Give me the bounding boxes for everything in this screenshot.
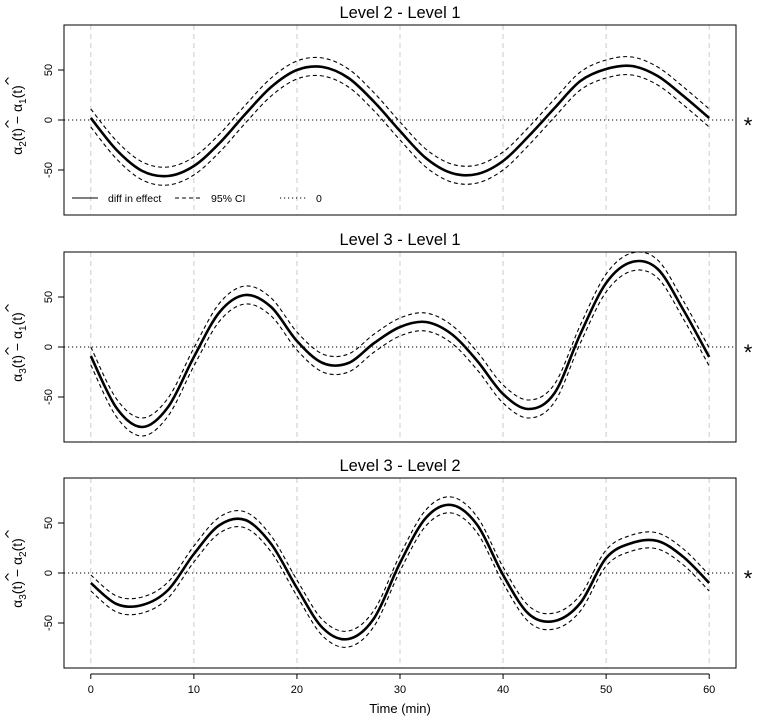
y-axis-label-part: α xyxy=(9,374,25,382)
y-axis-label: α3(t) − α2(t) xyxy=(9,538,29,608)
panel-title: Level 2 - Level 1 xyxy=(339,4,460,22)
x-tick-label: 0 xyxy=(88,684,94,696)
y-tick-label: 50 xyxy=(43,291,55,303)
effect-difference-line xyxy=(89,503,711,641)
hat-mark xyxy=(4,347,9,355)
y-axis-label-part: (t) − xyxy=(9,339,25,368)
y-axis-label-part: (t) − xyxy=(9,112,25,141)
significance-marker: * xyxy=(744,566,753,591)
y-axis-label-part: (t) xyxy=(9,85,25,98)
y-axis-label-part: α xyxy=(9,600,25,608)
y-axis-label-part: (t) − xyxy=(9,565,25,594)
legend-label: 95% CI xyxy=(211,193,245,205)
effect-difference-line xyxy=(89,64,711,178)
ci-upper-line xyxy=(90,251,710,419)
x-tick-label: 50 xyxy=(600,684,612,696)
y-axis-label-part: α xyxy=(9,557,25,565)
y-tick-label: -50 xyxy=(43,615,55,631)
ci-upper-line xyxy=(90,496,710,632)
y-axis-label-part: 1 xyxy=(18,325,29,331)
y-tick-label: 50 xyxy=(43,517,55,529)
panel-title: Level 3 - Level 2 xyxy=(339,457,460,475)
x-tick-label: 40 xyxy=(497,684,509,696)
y-axis-label-part: (t) xyxy=(9,312,25,325)
significance-marker: * xyxy=(744,340,753,365)
y-axis-label-part: 2 xyxy=(18,551,29,557)
panel-title: Level 3 - Level 1 xyxy=(339,231,460,249)
hat-mark xyxy=(4,530,9,538)
x-tick-label: 20 xyxy=(291,684,303,696)
y-axis-label-part: 1 xyxy=(18,98,29,104)
hat-mark xyxy=(4,120,9,128)
significance-marker: * xyxy=(744,113,753,138)
y-tick-label: 0 xyxy=(43,344,55,350)
ci-lower-line xyxy=(90,269,710,437)
x-axis-label: Time (min) xyxy=(369,701,431,716)
y-axis-label-part: 3 xyxy=(18,594,29,600)
y-tick-label: 0 xyxy=(43,117,55,123)
y-tick-label: 0 xyxy=(43,570,55,576)
legend-label: diff in effect xyxy=(108,193,161,205)
y-axis-label-part: α xyxy=(9,104,25,112)
y-axis-label-part: α xyxy=(9,147,25,155)
hat-mark xyxy=(4,77,9,85)
hat-mark xyxy=(4,573,9,581)
effect-difference-line xyxy=(89,259,711,429)
y-axis-label-part: α xyxy=(9,331,25,339)
x-tick-label: 60 xyxy=(703,684,715,696)
y-axis-label: α3(t) − α1(t) xyxy=(9,312,29,382)
y-axis-label-part: 2 xyxy=(18,141,29,147)
x-tick-label: 10 xyxy=(188,684,200,696)
ci-lower-line xyxy=(90,512,710,648)
x-tick-label: 30 xyxy=(394,684,406,696)
ci-upper-line xyxy=(90,56,710,168)
y-tick-label: -50 xyxy=(43,162,55,178)
y-axis-label-part: 3 xyxy=(18,368,29,374)
hat-mark xyxy=(4,304,9,312)
y-axis-label-part: (t) xyxy=(9,538,25,551)
legend-label: 0 xyxy=(316,193,322,205)
y-tick-label: 50 xyxy=(43,64,55,76)
y-axis-label: α2(t) − α1(t) xyxy=(9,85,29,155)
y-tick-label: -50 xyxy=(43,389,55,405)
ci-lower-line xyxy=(90,74,710,186)
